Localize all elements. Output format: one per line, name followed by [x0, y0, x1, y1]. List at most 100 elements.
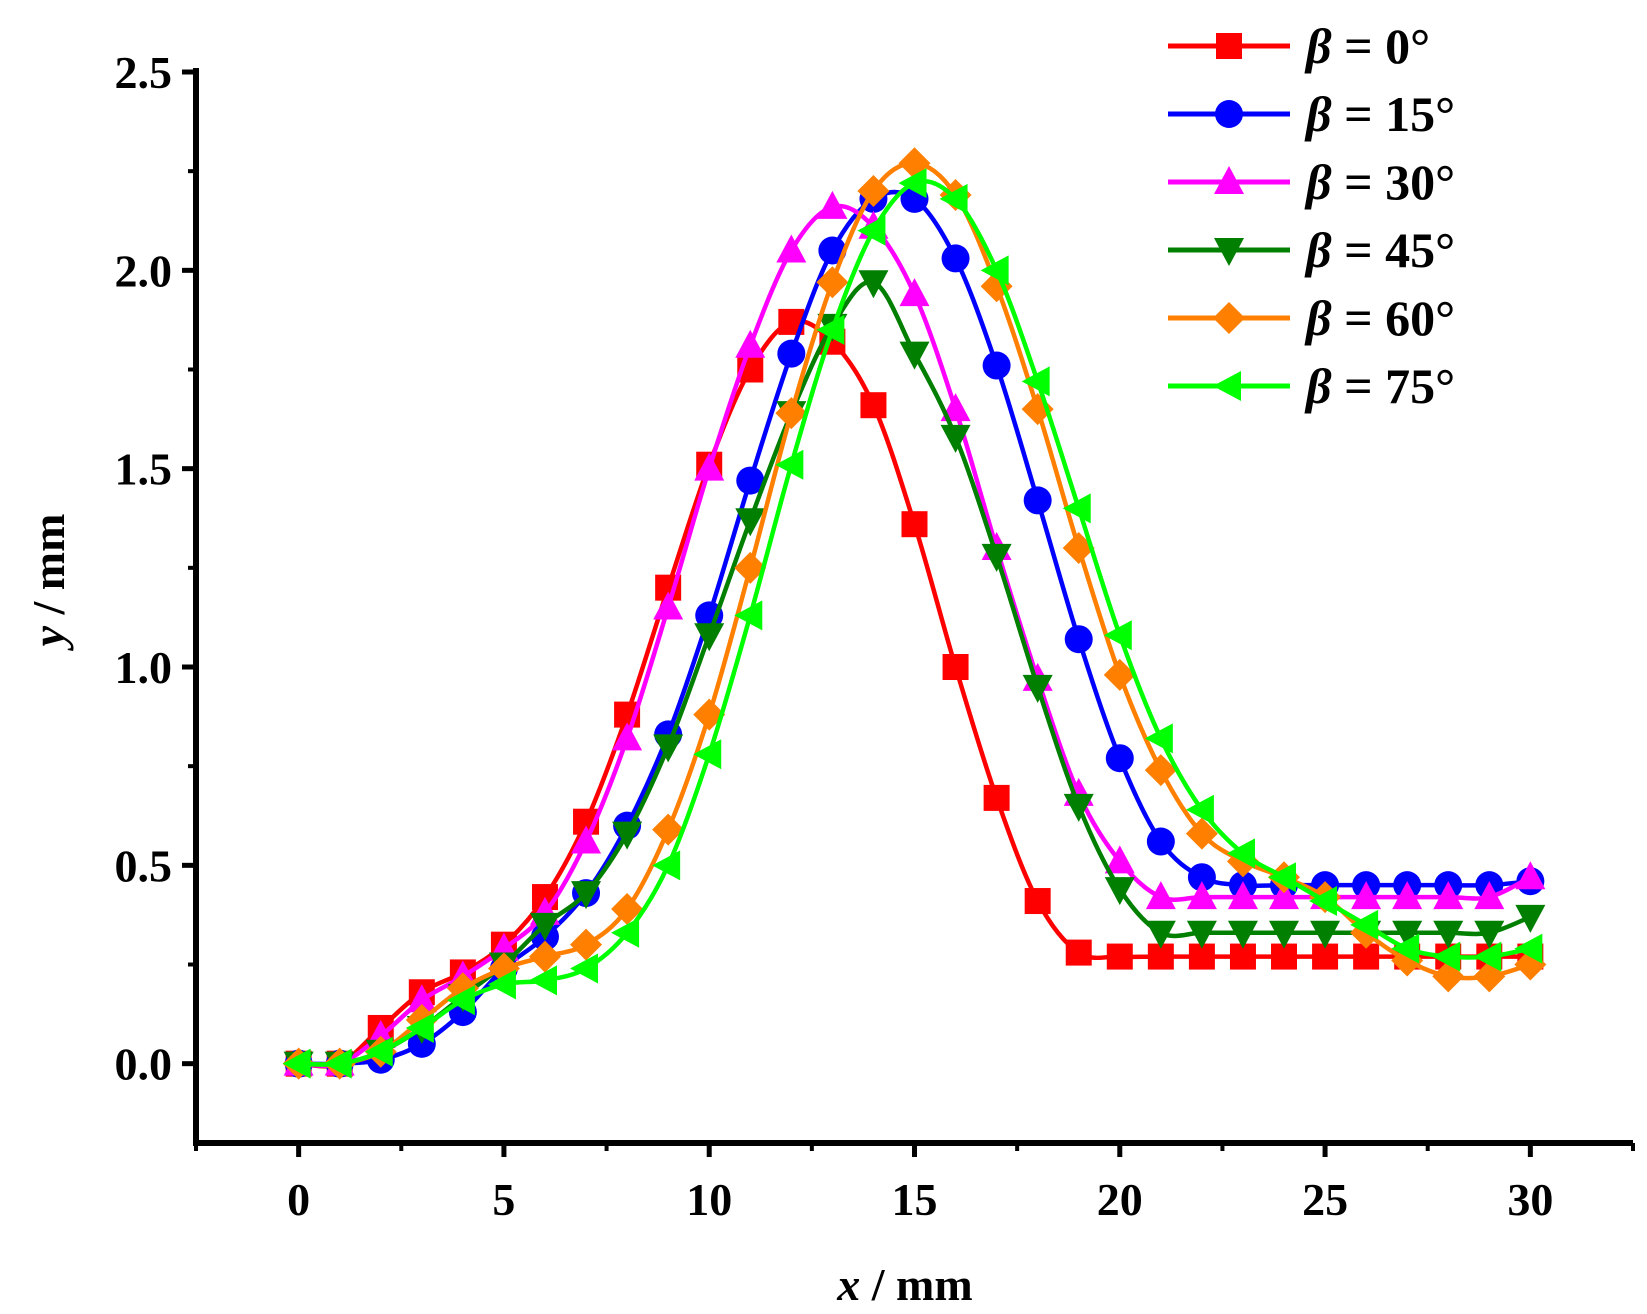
data-point [1433, 881, 1464, 910]
data-point [736, 466, 765, 495]
legend-item: β = 15° [1168, 86, 1455, 142]
legend-var: β [1304, 86, 1332, 142]
data-point [734, 551, 767, 584]
data-point [1104, 877, 1135, 906]
y-tick-label: 1.0 [115, 642, 173, 693]
data-point [1103, 658, 1136, 691]
data-point [1144, 754, 1177, 787]
data-point [1268, 862, 1297, 893]
data-point [860, 392, 887, 419]
data-point [1474, 881, 1505, 910]
data-point [777, 339, 806, 368]
data-point [1392, 881, 1423, 910]
data-point [1065, 939, 1092, 966]
data-point [1227, 881, 1258, 910]
legend-item: β = 45° [1168, 222, 1455, 278]
legend-var: β [1304, 18, 1332, 74]
data-point [1186, 881, 1217, 910]
legend-marker [1214, 166, 1244, 194]
data-point [1145, 920, 1176, 949]
x-tick-label: 15 [892, 1174, 938, 1225]
data-point [570, 953, 599, 984]
legend-item: β = 60° [1168, 290, 1455, 346]
data-point [940, 424, 971, 453]
legend-var: β [1304, 154, 1332, 210]
data-point [406, 984, 437, 1013]
data-point [487, 952, 520, 985]
data-point [816, 266, 849, 299]
legend-label: β = 60° [1304, 290, 1455, 346]
data-point [1023, 486, 1052, 515]
data-point [857, 175, 890, 207]
data-point [1105, 744, 1134, 773]
data-point [611, 892, 644, 925]
legend-value: = 45° [1332, 222, 1456, 278]
legend-label: β = 0° [1304, 18, 1430, 74]
series-0 [285, 308, 1544, 1077]
data-point [364, 1036, 393, 1067]
data-point [983, 784, 1010, 811]
data-point [981, 543, 1012, 572]
data-point [776, 234, 807, 263]
y-tick-label: 2.5 [115, 47, 173, 98]
x-tick-label: 30 [1507, 1174, 1553, 1225]
data-point [694, 623, 725, 652]
y-tick-label: 1.5 [115, 444, 173, 495]
data-point [939, 183, 968, 214]
series-line [298, 318, 1531, 1069]
legend-label: β = 30° [1304, 154, 1455, 210]
legend-value: = 75° [1332, 358, 1456, 414]
x-tick-label: 25 [1302, 1174, 1348, 1225]
data-point [735, 508, 766, 537]
data-point [816, 314, 845, 345]
x-tick-label: 5 [492, 1174, 515, 1225]
data-point [942, 654, 969, 680]
legend-label: β = 45° [1304, 222, 1455, 278]
data-point [1432, 941, 1461, 972]
series-5 [282, 168, 1543, 1079]
legend-value: = 0° [1332, 18, 1431, 74]
legend-item: β = 75° [1168, 358, 1455, 414]
data-point [1062, 493, 1091, 524]
data-point [734, 600, 763, 631]
data-point [1269, 881, 1300, 910]
legend-value: = 30° [1332, 154, 1456, 210]
y-axis-var: y [23, 625, 74, 651]
data-point [1186, 920, 1217, 949]
data-point [652, 813, 685, 846]
data-point [1351, 881, 1382, 910]
data-point [1473, 941, 1502, 972]
data-point [775, 397, 808, 430]
y-tick-label: 0.5 [115, 840, 173, 891]
series-line [298, 203, 1532, 1068]
y-tick-label: 2.0 [115, 245, 173, 296]
data-point [405, 1012, 434, 1043]
data-point [1515, 904, 1546, 933]
legend-var: β [1304, 358, 1332, 414]
data-point [940, 393, 971, 422]
legend: β = 0°β = 15°β = 30°β = 45°β = 60°β = 75… [1168, 18, 1455, 414]
data-point [1064, 625, 1093, 654]
y-tick-label: 0.0 [115, 1039, 173, 1090]
data-point [694, 452, 725, 481]
data-point [1103, 620, 1132, 651]
data-point [858, 270, 889, 299]
x-tick-label: 10 [686, 1174, 732, 1225]
legend-item: β = 0° [1168, 18, 1430, 74]
legend-marker [1214, 238, 1244, 266]
legend-var: β [1304, 222, 1332, 278]
data-point [1104, 845, 1135, 874]
data-point [857, 215, 886, 246]
data-point [1474, 920, 1505, 949]
legend-value: = 60° [1332, 290, 1456, 346]
series-layer [282, 147, 1547, 1080]
data-point [571, 881, 602, 910]
data-point [1022, 674, 1053, 703]
data-point [487, 969, 516, 1000]
y-axis-unit: / mm [23, 514, 74, 626]
legend-var: β [1304, 290, 1332, 346]
data-point [1185, 817, 1218, 850]
data-point [1310, 920, 1341, 949]
data-point [898, 168, 927, 199]
data-point [693, 739, 722, 770]
